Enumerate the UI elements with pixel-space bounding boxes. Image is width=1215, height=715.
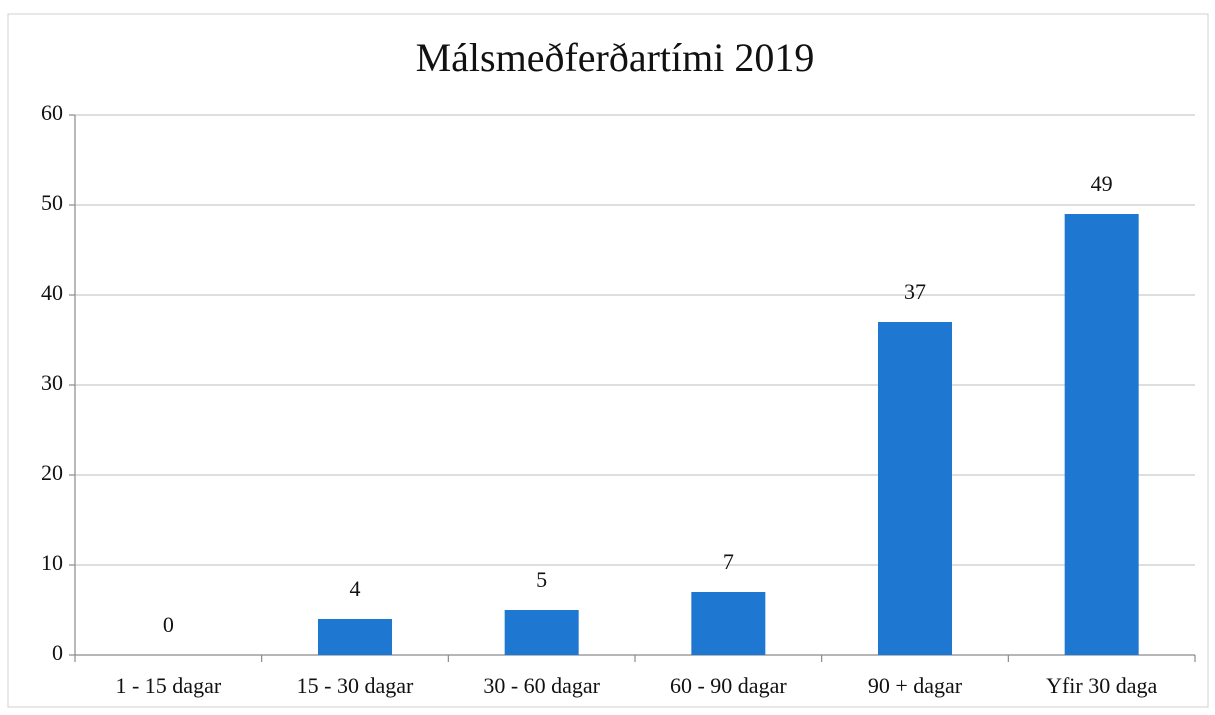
- x-tick-label: Yfir 30 daga: [1046, 673, 1157, 698]
- x-tick-label: 1 - 15 dagar: [115, 673, 221, 698]
- x-tick-label: 30 - 60 dagar: [483, 673, 600, 698]
- data-label: 5: [536, 567, 547, 592]
- data-label: 7: [723, 549, 734, 574]
- y-tick-label: 50: [41, 190, 63, 215]
- y-tick-label: 20: [41, 460, 63, 485]
- y-tick-label: 30: [41, 370, 63, 395]
- data-label: 37: [904, 279, 926, 304]
- y-tick-label: 60: [41, 100, 63, 125]
- bar: [691, 592, 766, 655]
- bar: [504, 610, 579, 655]
- x-tick-label: 90 + dagar: [868, 673, 963, 698]
- y-tick-label: 10: [41, 550, 63, 575]
- bar: [318, 619, 392, 655]
- x-tick-label: 60 - 90 dagar: [670, 673, 787, 698]
- bar: [1064, 214, 1139, 655]
- y-tick-label: 40: [41, 280, 63, 305]
- chart-title: Málsmeðferðartími 2019: [416, 35, 815, 80]
- data-label: 0: [163, 612, 174, 637]
- chart-border: [7, 13, 1209, 708]
- y-tick-label: 0: [52, 640, 63, 665]
- data-label: 4: [350, 576, 361, 601]
- x-tick-label: 15 - 30 dagar: [297, 673, 414, 698]
- bar: [878, 322, 952, 655]
- data-label: 49: [1091, 171, 1113, 196]
